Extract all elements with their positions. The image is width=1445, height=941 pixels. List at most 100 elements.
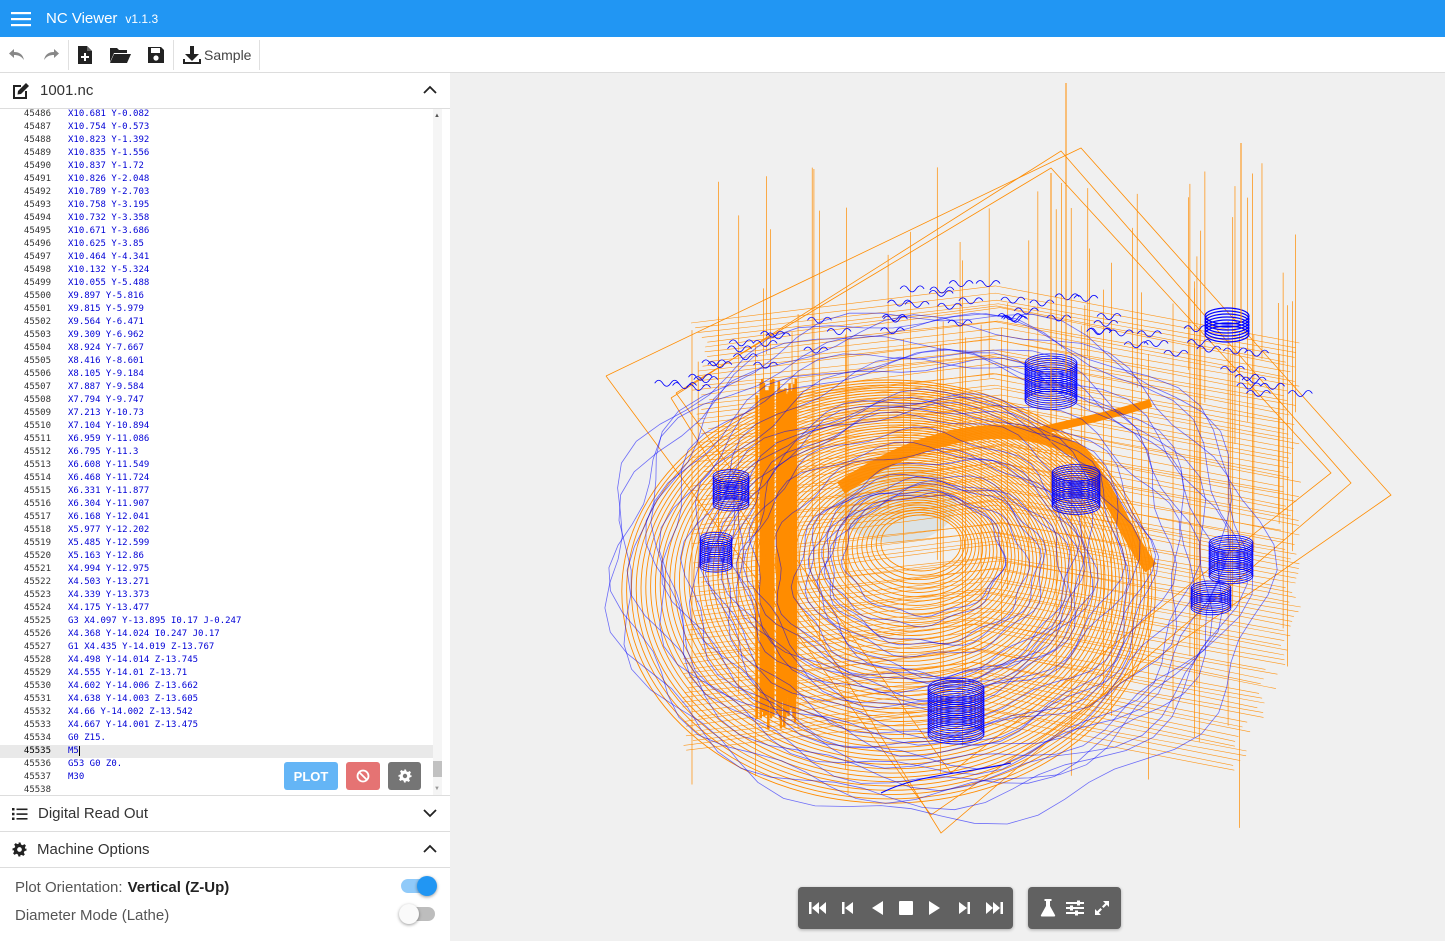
line-code[interactable]: X10.835 Y-1.556	[68, 148, 150, 158]
code-line[interactable]: 45537 M30	[0, 771, 433, 784]
line-code[interactable]: X10.055 Y-5.488	[68, 278, 150, 288]
stop-button[interactable]	[346, 762, 380, 790]
machine-options-header[interactable]: Machine Options	[0, 832, 450, 868]
code-line[interactable]: 45528 X4.498 Y-14.014 Z-13.745	[0, 654, 433, 667]
diameter-mode-toggle[interactable]	[399, 904, 435, 924]
line-code[interactable]: X6.795 Y-11.3	[68, 447, 139, 457]
code-line[interactable]: 45536 G53 G0 Z0.	[0, 758, 433, 771]
line-code[interactable]: X6.331 Y-11.877	[68, 486, 150, 496]
open-file-button[interactable]	[101, 37, 139, 73]
code-line[interactable]: 45488 X10.823 Y-1.392	[0, 134, 433, 147]
code-line[interactable]: 45525 G3 X4.097 Y-13.895 I0.17 J-0.247	[0, 615, 433, 628]
line-code[interactable]: M30	[68, 772, 85, 782]
line-code[interactable]: X6.608 Y-11.549	[68, 460, 150, 470]
editor-scrollbar[interactable]: ▲ ▼	[433, 109, 442, 795]
code-line[interactable]: 45506 X8.105 Y-9.184	[0, 368, 433, 381]
code-line[interactable]: 45507 X7.887 Y-9.584	[0, 381, 433, 394]
code-line[interactable]: 45493 X10.758 Y-3.195	[0, 199, 433, 212]
line-code[interactable]: X7.104 Y-10.894	[68, 421, 150, 431]
code-line[interactable]: 45500 X9.897 Y-5.816	[0, 290, 433, 303]
line-code[interactable]: X10.671 Y-3.686	[68, 226, 150, 236]
code-line[interactable]: 45532 X4.66 Y-14.002 Z-13.542	[0, 706, 433, 719]
line-code[interactable]: X5.163 Y-12.86	[68, 551, 144, 561]
code-line[interactable]: 45515 X6.331 Y-11.877	[0, 485, 433, 498]
expand-button[interactable]	[1089, 895, 1115, 921]
code-line[interactable]: 45531 X4.638 Y-14.003 Z-13.605	[0, 693, 433, 706]
hamburger-menu-icon[interactable]	[0, 0, 42, 37]
chevron-up-icon[interactable]	[422, 842, 438, 861]
line-code[interactable]: X5.485 Y-12.599	[68, 538, 150, 548]
skip-to-end-button[interactable]	[980, 895, 1006, 921]
code-line[interactable]: 45490 X10.837 Y-1.72	[0, 160, 433, 173]
code-line[interactable]: 45519 X5.485 Y-12.599	[0, 537, 433, 550]
line-code[interactable]: X4.498 Y-14.014 Z-13.745	[68, 655, 199, 665]
line-code[interactable]: X10.132 Y-5.324	[68, 265, 150, 275]
code-line[interactable]: 45499 X10.055 Y-5.488	[0, 277, 433, 290]
code-line[interactable]: 45504 X8.924 Y-7.667	[0, 342, 433, 355]
line-code[interactable]: X5.977 Y-12.202	[68, 525, 150, 535]
line-code[interactable]: X6.304 Y-11.907	[68, 499, 150, 509]
line-code[interactable]: X10.625 Y-3.85	[68, 239, 144, 249]
editor-settings-button[interactable]	[388, 762, 421, 790]
code-line[interactable]: 45513 X6.608 Y-11.549	[0, 459, 433, 472]
save-button[interactable]	[139, 37, 173, 73]
step-forward-button[interactable]	[951, 895, 977, 921]
step-back-button[interactable]	[835, 895, 861, 921]
line-code[interactable]: X8.416 Y-8.601	[68, 356, 144, 366]
line-code[interactable]: X7.213 Y-10.73	[68, 408, 144, 418]
code-line[interactable]: 45538	[0, 784, 433, 795]
line-code[interactable]: X9.815 Y-5.979	[68, 304, 144, 314]
plot-orientation-toggle[interactable]	[401, 876, 437, 896]
editor-panel-header[interactable]: 1001.nc	[0, 73, 450, 109]
toolpath-viewport[interactable]	[451, 73, 1445, 941]
line-code[interactable]: X10.464 Y-4.341	[68, 252, 150, 262]
line-code[interactable]: X4.66 Y-14.002 Z-13.542	[68, 707, 193, 717]
redo-button[interactable]	[34, 37, 68, 73]
line-code[interactable]: X7.794 Y-9.747	[68, 395, 144, 405]
code-line[interactable]: 45514 X6.468 Y-11.724	[0, 472, 433, 485]
sliders-button[interactable]	[1062, 895, 1088, 921]
line-code[interactable]: X6.959 Y-11.086	[68, 434, 150, 444]
scroll-thumb[interactable]	[433, 761, 442, 777]
line-code[interactable]: X10.789 Y-2.703	[68, 187, 150, 197]
line-code[interactable]: G3 X4.097 Y-13.895 I0.17 J-0.247	[68, 616, 242, 626]
chevron-up-icon[interactable]	[422, 83, 438, 102]
line-code[interactable]: X8.105 Y-9.184	[68, 369, 144, 379]
line-code[interactable]: X4.368 Y-14.024 I0.247 J0.17	[68, 629, 220, 639]
code-line[interactable]: 45534 G0 Z15.	[0, 732, 433, 745]
code-line[interactable]: 45520 X5.163 Y-12.86	[0, 550, 433, 563]
line-code[interactable]: X4.555 Y-14.01 Z-13.71	[68, 668, 188, 678]
scroll-up-icon[interactable]: ▲	[434, 113, 440, 119]
code-line[interactable]: 45526 X4.368 Y-14.024 I0.247 J0.17	[0, 628, 433, 641]
line-code[interactable]: X4.503 Y-13.271	[68, 577, 150, 587]
line-code[interactable]: X4.175 Y-13.477	[68, 603, 150, 613]
code-line[interactable]: 45486 X10.681 Y-0.082	[0, 109, 433, 121]
code-editor[interactable]: 45486 X10.681 Y-0.082 45487 X10.754 Y-0.573…	[0, 109, 450, 796]
code-line[interactable]: 45517 X6.168 Y-12.041	[0, 511, 433, 524]
code-line[interactable]: 45491 X10.826 Y-2.048	[0, 173, 433, 186]
skip-to-start-button[interactable]	[806, 895, 832, 921]
line-code[interactable]: X4.602 Y-14.006 Z-13.662	[68, 681, 199, 691]
line-code[interactable]: X6.468 Y-11.724	[68, 473, 150, 483]
scroll-down-icon[interactable]: ▼	[434, 786, 440, 792]
code-line[interactable]: 45497 X10.464 Y-4.341	[0, 251, 433, 264]
code-line[interactable]: 45508 X7.794 Y-9.747	[0, 394, 433, 407]
toolpath-plot[interactable]	[451, 73, 1445, 941]
line-code[interactable]: X10.826 Y-2.048	[68, 174, 150, 184]
code-line[interactable]: 45502 X9.564 Y-6.471	[0, 316, 433, 329]
code-line[interactable]: 45498 X10.132 Y-5.324	[0, 264, 433, 277]
line-code[interactable]: X10.823 Y-1.392	[68, 135, 150, 145]
sample-button[interactable]: Sample	[174, 37, 259, 73]
code-line[interactable]: 45487 X10.754 Y-0.573	[0, 121, 433, 134]
code-line[interactable]: 45523 X4.339 Y-13.373	[0, 589, 433, 602]
code-line[interactable]: 45530 X4.602 Y-14.006 Z-13.662	[0, 680, 433, 693]
line-code[interactable]: X4.667 Y-14.001 Z-13.475	[68, 720, 199, 730]
line-code[interactable]: X4.994 Y-12.975	[68, 564, 150, 574]
line-code[interactable]: G53 G0 Z0.	[68, 759, 123, 769]
code-line[interactable]: 45512 X6.795 Y-11.3	[0, 446, 433, 459]
code-line[interactable]: 45527 G1 X4.435 Y-14.019 Z-13.767	[0, 641, 433, 654]
line-code[interactable]: X4.638 Y-14.003 Z-13.605	[68, 694, 199, 704]
undo-button[interactable]	[0, 37, 34, 73]
line-code[interactable]: X4.339 Y-13.373	[68, 590, 150, 600]
chevron-down-icon[interactable]	[422, 806, 438, 825]
